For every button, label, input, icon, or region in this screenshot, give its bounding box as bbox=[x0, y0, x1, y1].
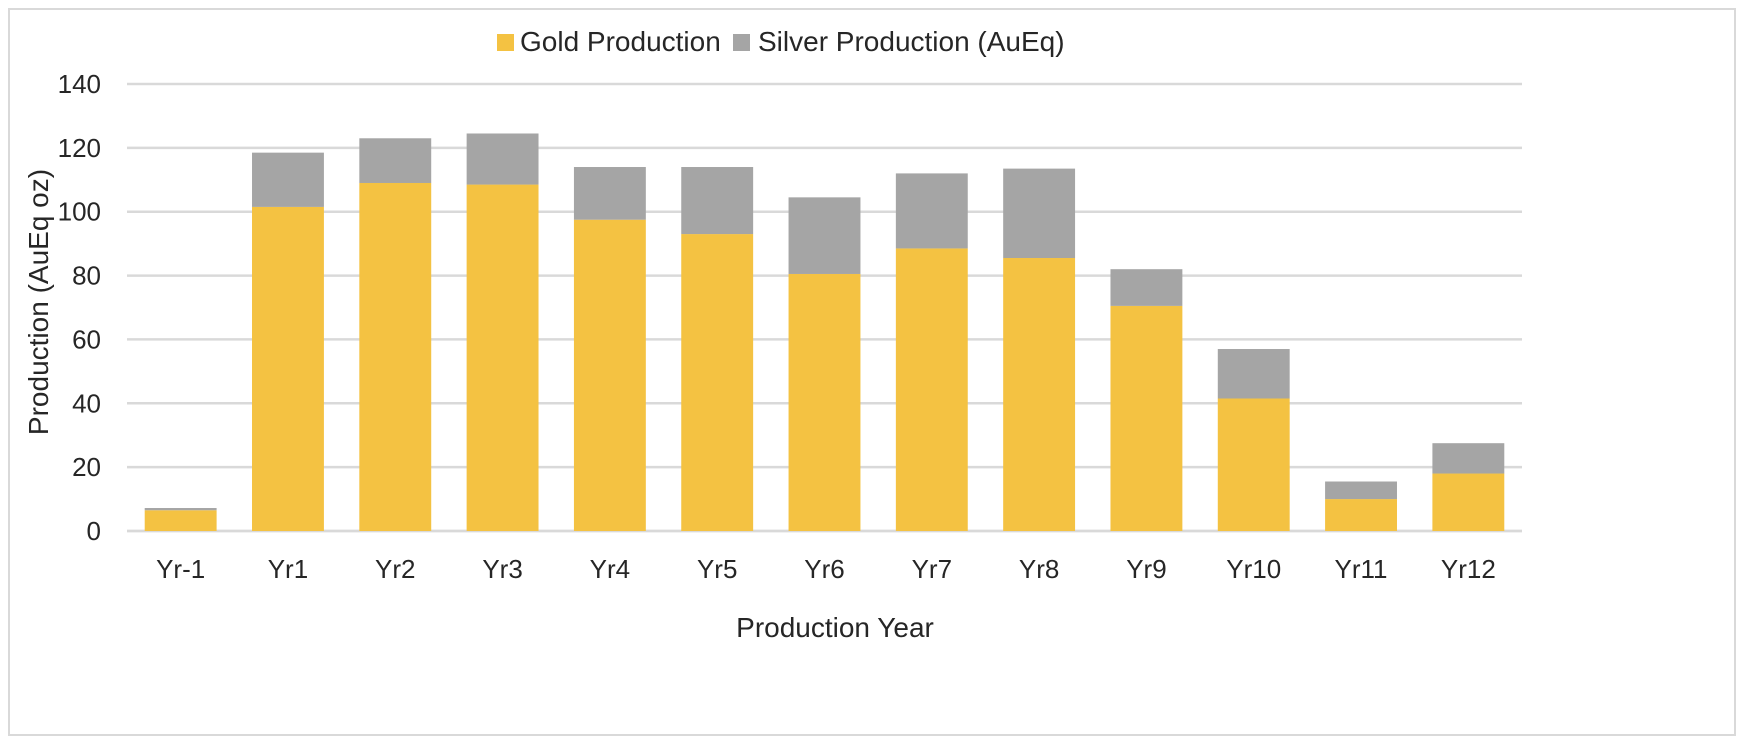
x-tick-label-yr-1: Yr-1 bbox=[156, 554, 205, 584]
bar-gold-yr12 bbox=[1432, 473, 1505, 531]
legend-swatch-silver bbox=[733, 34, 750, 51]
bar-silver-yr12 bbox=[1432, 443, 1505, 474]
bar-gold-yr-1 bbox=[144, 510, 217, 531]
x-tick-label-yr8: Yr8 bbox=[1019, 554, 1059, 584]
x-tick-label-yr10: Yr10 bbox=[1226, 554, 1281, 584]
y-tick-label-20: 20 bbox=[72, 452, 101, 482]
y-axis-tick-labels: 0 20 40 60 80 100 120 140 bbox=[58, 69, 101, 546]
bar-silver-yr2 bbox=[359, 138, 432, 183]
bar-gold-yr4 bbox=[573, 219, 646, 532]
y-tick-label-140: 140 bbox=[58, 69, 101, 99]
bar-gold-yr2 bbox=[359, 182, 432, 531]
bar-silver-yr7 bbox=[895, 173, 968, 249]
x-tick-label-yr12: Yr12 bbox=[1441, 554, 1496, 584]
bar-gold-yr9 bbox=[1110, 305, 1183, 531]
x-tick-label-yr1: Yr1 bbox=[268, 554, 308, 584]
bar-silver-yr6 bbox=[788, 197, 861, 274]
bar-silver-yr11 bbox=[1325, 481, 1397, 500]
y-tick-label-120: 120 bbox=[58, 133, 101, 163]
x-tick-label-yr4: Yr4 bbox=[590, 554, 630, 584]
x-axis-title: Production Year bbox=[736, 612, 934, 643]
bar-gold-yr11 bbox=[1325, 499, 1397, 531]
bar-silver-yr3 bbox=[466, 133, 539, 185]
x-tick-label-yr9: Yr9 bbox=[1126, 554, 1166, 584]
bar-silver-yr1 bbox=[252, 152, 324, 207]
x-tick-label-yr3: Yr3 bbox=[482, 554, 522, 584]
x-tick-label-yr5: Yr5 bbox=[697, 554, 737, 584]
legend: Gold Production Silver Production (AuEq) bbox=[497, 26, 1065, 57]
legend-swatch-gold bbox=[497, 34, 514, 51]
y-tick-label-0: 0 bbox=[87, 516, 101, 546]
bar-gold-yr3 bbox=[466, 184, 539, 531]
bar-silver-yr-1 bbox=[144, 508, 217, 511]
x-tick-label-yr7: Yr7 bbox=[912, 554, 952, 584]
bar-gold-yr7 bbox=[895, 248, 968, 532]
bar-gold-yr10 bbox=[1217, 398, 1290, 531]
bar-silver-yr8 bbox=[1003, 168, 1076, 259]
bar-gold-yr8 bbox=[1003, 258, 1076, 531]
legend-label-silver: Silver Production (AuEq) bbox=[758, 26, 1065, 57]
bar-gold-yr6 bbox=[788, 273, 861, 531]
bar-silver-yr9 bbox=[1110, 269, 1183, 306]
bar-silver-yr4 bbox=[573, 167, 646, 220]
x-tick-label-yr2: Yr2 bbox=[375, 554, 415, 584]
bars bbox=[144, 133, 1505, 532]
x-tick-label-yr11: Yr11 bbox=[1335, 554, 1388, 584]
y-tick-label-40: 40 bbox=[72, 388, 101, 418]
y-axis-title: Production (AuEq oz) bbox=[23, 169, 54, 435]
legend-label-gold: Gold Production bbox=[520, 26, 721, 57]
bar-silver-yr5 bbox=[681, 167, 754, 235]
x-axis-tick-labels: Yr-1 Yr1 Yr2 Yr3 Yr4 Yr5 Yr6 Yr7 Yr8 Yr9 Yr10 Yr11 Y… bbox=[156, 554, 1496, 584]
y-tick-label-80: 80 bbox=[72, 261, 101, 291]
y-tick-label-100: 100 bbox=[58, 197, 101, 227]
bar-gold-yr1 bbox=[252, 206, 324, 532]
bar-gold-yr5 bbox=[681, 234, 754, 532]
y-tick-label-60: 60 bbox=[72, 324, 101, 354]
x-tick-label-yr6: Yr6 bbox=[804, 554, 844, 584]
bar-silver-yr10 bbox=[1217, 349, 1290, 399]
